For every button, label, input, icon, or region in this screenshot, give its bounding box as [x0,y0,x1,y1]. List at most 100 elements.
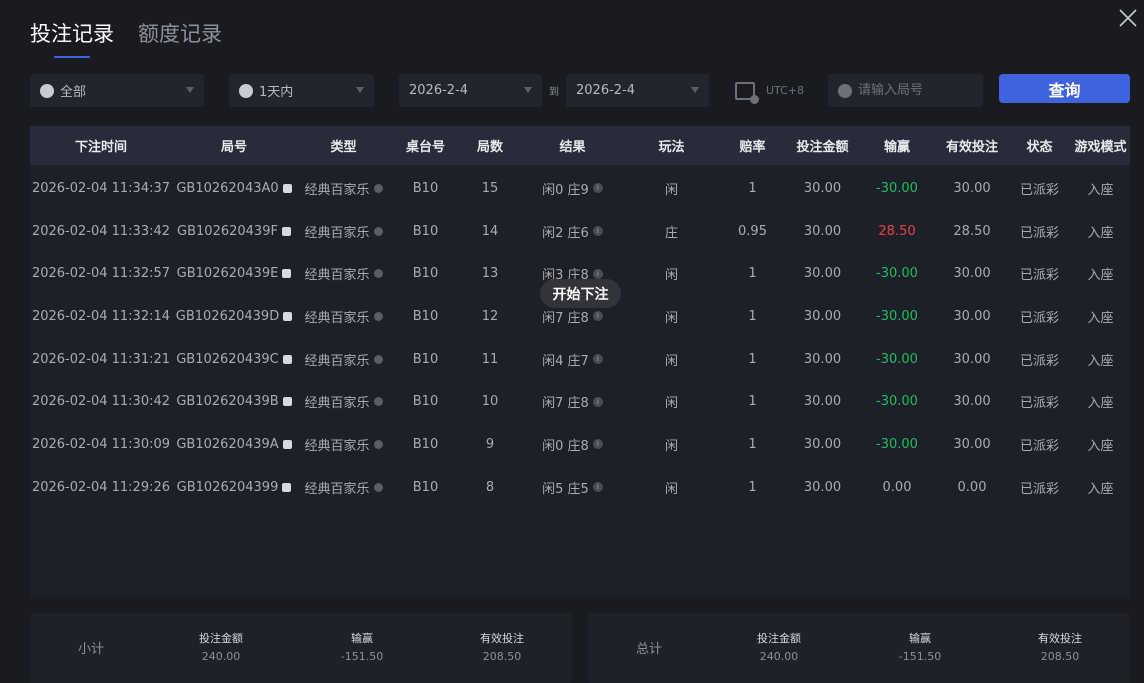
result-text: 闲0 庄9 [542,182,589,198]
status-text: 已派彩 [1019,438,1059,454]
cell-result: 闲2 庄6 i [520,222,625,241]
game-type-select[interactable]: 全部 [30,74,204,107]
date-from-select[interactable]: 2026-2-4 [399,74,542,107]
copy-icon[interactable] [282,269,292,279]
cell-odds: 1 [718,480,787,495]
bet-amount-text: 30.00 [803,308,842,324]
result-info-icon[interactable]: i [592,354,603,365]
table-row[interactable]: 2026-02-04 11:30:09 GB102620439A 经典百家乐 B10 9… [30,423,1130,466]
result-info-icon[interactable]: i [592,183,603,194]
win-loss-text: 0.00 [882,479,912,495]
calendar-timezone-icon[interactable] [735,82,759,104]
bet-amount-text: 30.00 [803,436,842,452]
cell-win-loss: -30.00 [858,181,936,196]
game-info-icon[interactable] [373,354,383,364]
game-info-icon[interactable] [373,183,383,193]
chevron-down-icon [691,87,699,93]
bet-time-text: 2026-02-04 11:30:09 [31,436,171,452]
copy-icon[interactable] [282,439,292,449]
cell-round-count: 12 [460,309,520,324]
copy-icon[interactable] [283,311,293,321]
copy-icon[interactable] [282,183,292,193]
copy-icon[interactable] [281,226,291,236]
win-loss-value: -151.50 [340,650,384,663]
round-search[interactable] [828,74,983,107]
game-type-text: 经典百家乐 [304,353,370,369]
table-row[interactable]: 2026-02-04 11:33:42 GB102620439F 经典百家乐 B10 1… [30,210,1130,253]
cell-bet-type: 庄 [625,222,718,241]
cell-table-no: B10 [391,480,460,495]
copy-icon[interactable] [282,397,292,407]
valid-bet-value: 208.50 [1040,650,1080,663]
cell-bet-amount: 30.00 [787,181,858,196]
table-row[interactable]: 2026-02-04 11:34:37 GB10262043A0 经典百家乐 B10 1… [30,167,1130,210]
table-row[interactable]: 2026-02-04 11:31:21 GB102620439C 经典百家乐 B10 1… [30,338,1130,381]
status-text: 已派彩 [1019,310,1059,326]
odds-text: 1 [748,479,757,495]
date-to-select[interactable]: 2026-2-4 [566,74,709,107]
cell-round-id: GB102620439D [172,309,296,324]
query-button[interactable]: 查询 [999,74,1130,103]
table-row[interactable]: 2026-02-04 11:32:14 GB102620439D 经典百家乐 B10 1… [30,295,1130,338]
table-row[interactable]: 2026-02-04 11:29:26 GB1026204399 经典百家乐 B10 8… [30,466,1130,509]
table-no-text: B10 [412,223,439,239]
cell-bet-amount: 30.00 [787,352,858,367]
cell-valid-bet: 30.00 [936,266,1008,281]
cell-valid-bet: 30.00 [936,437,1008,452]
game-mode-text: 入座 [1087,225,1114,241]
cell-table-no: B10 [391,181,460,196]
table-row[interactable]: 2026-02-04 11:30:42 GB102620439B 经典百家乐 B10 1… [30,380,1130,423]
tabs: 投注记录 额度记录 [30,18,222,58]
valid-bet-text: 30.00 [953,308,991,324]
cell-round-id: GB10262043A0 [172,181,296,196]
game-info-icon[interactable] [373,439,383,449]
cell-game-type: 经典百家乐 [296,222,391,241]
game-info-icon[interactable] [373,226,383,236]
win-loss-label: 输赢 [351,632,373,645]
cell-odds: 1 [718,309,787,324]
header-result: 结果 [559,140,586,155]
cell-game-mode: 入座 [1071,222,1130,241]
table-no-text: B10 [412,394,439,410]
header-game-type: 类型 [330,140,357,155]
result-text: 闲2 庄6 [542,225,589,241]
result-info-icon[interactable]: i [592,226,603,237]
game-info-icon[interactable] [373,269,383,279]
game-icon [40,83,54,98]
bet-amount-text: 30.00 [803,351,842,367]
game-info-icon[interactable] [373,397,383,407]
round-input[interactable] [858,83,968,98]
cell-bet-time: 2026-02-04 11:30:42 [30,394,172,409]
cell-valid-bet: 30.00 [936,352,1008,367]
bet-amount-label: 投注金额 [199,632,243,645]
game-mode-text: 入座 [1087,353,1114,369]
tab-bet-records[interactable]: 投注记录 [30,18,114,58]
subtotal-label: 小计 [78,642,105,657]
cell-status: 已派彩 [1008,264,1071,283]
tab-credit-records[interactable]: 额度记录 [138,22,222,46]
cell-win-loss: -30.00 [858,394,936,409]
game-info-icon[interactable] [373,482,383,492]
result-info-icon[interactable]: i [592,311,603,322]
valid-bet-text: 28.50 [953,223,991,239]
result-info-icon[interactable]: i [592,268,603,279]
result-info-icon[interactable]: i [592,396,603,407]
game-mode-text: 入座 [1087,396,1114,412]
copy-icon[interactable] [282,354,292,364]
time-range-select[interactable]: 1天内 [229,74,374,107]
bet-amount-text: 30.00 [803,479,842,495]
date-from-value: 2026-2-4 [409,83,469,98]
result-info-icon[interactable]: i [592,439,603,450]
result-text: 闲7 庄8 [542,310,589,326]
game-info-icon[interactable] [373,311,383,321]
win-loss-text: -30.00 [876,394,918,410]
close-icon[interactable] [1116,6,1140,30]
round-icon [838,83,852,98]
chevron-down-icon [356,87,364,93]
result-text: 闲7 庄8 [542,396,589,412]
result-info-icon[interactable]: i [592,482,603,493]
bet-time-text: 2026-02-04 11:30:42 [31,394,171,410]
copy-icon[interactable] [282,482,292,492]
total-label: 总计 [636,642,663,657]
valid-bet-label: 有效投注 [1038,632,1082,645]
